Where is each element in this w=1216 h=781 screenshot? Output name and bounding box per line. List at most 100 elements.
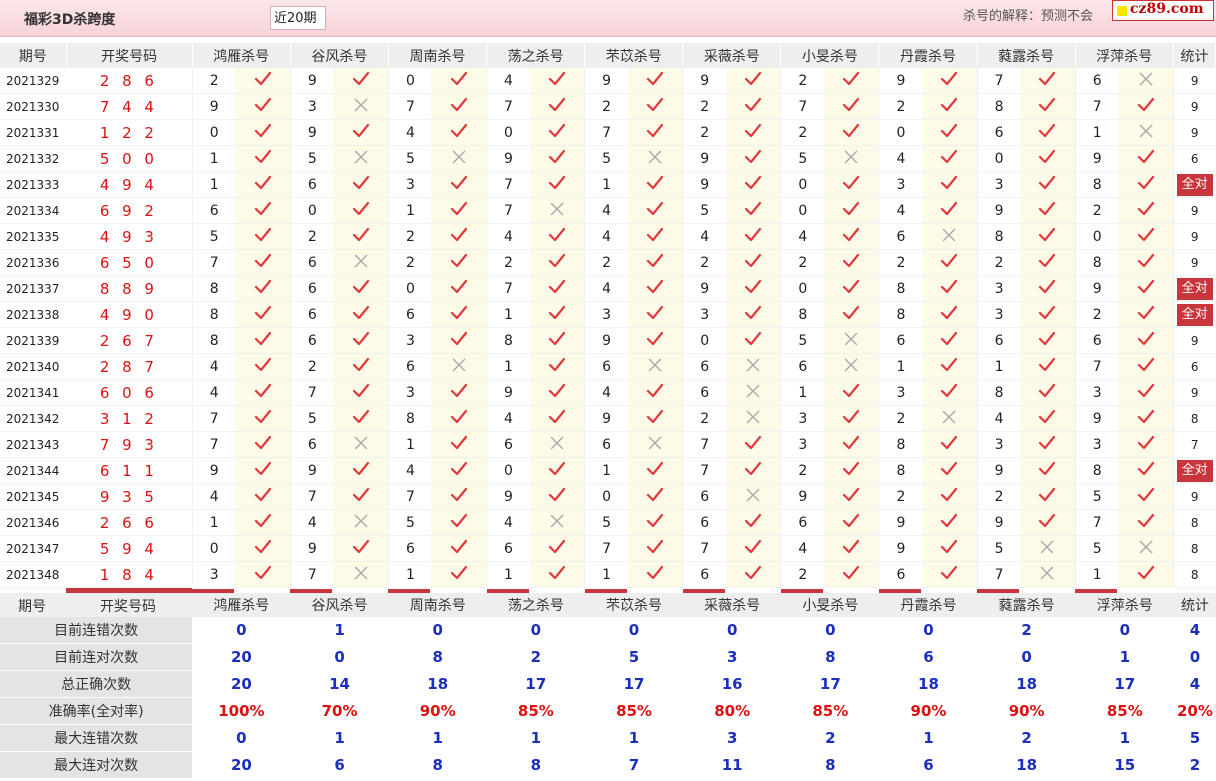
check-icon — [333, 379, 389, 406]
col-header-stat: 统计 — [1173, 43, 1216, 68]
summary-header-expert: 蕤露杀号 — [977, 593, 1076, 617]
kill-number-cell: 6 — [486, 535, 530, 562]
check-icon — [725, 119, 781, 146]
kill-number-cell: 9 — [191, 457, 236, 484]
kill-number-cell: 1 — [191, 145, 236, 172]
check-icon — [1020, 223, 1076, 250]
cross-icon — [529, 509, 585, 536]
kill-number-cell: 9 — [682, 171, 726, 198]
check-icon — [529, 561, 585, 588]
kill-number-cell: 7 — [584, 119, 628, 146]
check-icon — [431, 535, 487, 562]
check-icon — [725, 171, 781, 198]
cross-icon — [431, 353, 487, 380]
kill-number-cell: 7 — [584, 535, 628, 562]
kill-number-cell: 9 — [976, 509, 1021, 536]
kill-number-cell: 7 — [387, 93, 432, 120]
summary-value: 18 — [388, 670, 487, 698]
summary-value: 90% — [879, 697, 978, 725]
summary-value: 18 — [879, 670, 978, 698]
summary-value: 0 — [290, 643, 389, 671]
check-icon — [1020, 197, 1076, 224]
cross-icon — [431, 145, 487, 172]
kill-number-cell: 9 — [682, 145, 726, 172]
check-icon — [1020, 119, 1076, 146]
kill-number-cell: 7 — [1074, 93, 1119, 120]
period-select[interactable]: 近20期 — [270, 6, 326, 30]
kill-number-cell: 3 — [1074, 431, 1119, 458]
check-icon — [922, 353, 978, 380]
kill-number-cell: 4 — [878, 145, 923, 172]
summary-value: 0 — [1173, 643, 1216, 671]
kill-number-cell: 2 — [1074, 301, 1119, 328]
summary-value: 0 — [683, 617, 782, 644]
kill-number-cell: 3 — [780, 431, 824, 458]
check-icon — [823, 405, 879, 432]
summary-value: 8 — [781, 643, 880, 671]
check-icon — [725, 223, 781, 250]
kill-number-cell: 9 — [976, 197, 1021, 224]
kill-number-cell: 5 — [780, 327, 824, 354]
check-icon — [1118, 223, 1174, 250]
check-icon — [823, 223, 879, 250]
summary-value: 18 — [977, 670, 1076, 698]
cross-icon — [627, 353, 683, 380]
check-icon — [725, 535, 781, 562]
summary-value: 6 — [290, 751, 389, 779]
kill-number-cell: 3 — [878, 379, 923, 406]
kill-number-cell: 3 — [191, 561, 236, 588]
check-icon — [922, 68, 978, 94]
kill-number-cell: 1 — [780, 379, 824, 406]
col-header-expert: 周南杀号 — [388, 43, 488, 68]
kill-number-cell: 2 — [878, 93, 923, 120]
summary-header-expert: 谷风杀号 — [290, 593, 389, 617]
check-icon — [627, 119, 683, 146]
stat-cell: 8 — [1172, 561, 1216, 588]
logo-text: cz89.com — [1130, 1, 1204, 17]
check-icon — [529, 327, 585, 354]
check-icon — [529, 379, 585, 406]
kill-number-cell: 1 — [584, 457, 628, 484]
check-icon — [431, 509, 487, 536]
kill-number-cell: 1 — [1074, 119, 1119, 146]
kill-number-cell: 8 — [878, 457, 923, 484]
check-icon — [235, 327, 291, 354]
kill-number-cell: 1 — [486, 353, 530, 380]
check-icon — [235, 457, 291, 484]
issue-cell: 2021335 — [0, 223, 67, 250]
check-icon — [725, 68, 781, 94]
draw-number-cell: 1 8 4 — [66, 561, 193, 588]
summary-value: 0 — [879, 617, 978, 644]
kill-number-cell: 1 — [387, 197, 432, 224]
kill-number-cell: 6 — [289, 301, 334, 328]
check-icon — [235, 171, 291, 198]
check-icon — [1020, 405, 1076, 432]
kill-number-cell: 9 — [682, 68, 726, 94]
summary-value: 90% — [977, 697, 1076, 725]
kill-number-cell: 2 — [780, 119, 824, 146]
check-icon — [627, 327, 683, 354]
kill-number-cell: 8 — [976, 223, 1021, 250]
kill-number-cell: 2 — [976, 483, 1021, 510]
site-logo[interactable]: cz89.com — [1112, 0, 1214, 21]
kill-number-cell: 4 — [584, 197, 628, 224]
check-icon — [922, 457, 978, 484]
kill-number-cell: 0 — [387, 68, 432, 94]
check-icon — [725, 561, 781, 588]
summary-header-issue: 期号 — [18, 599, 46, 615]
kill-number-cell: 6 — [289, 431, 334, 458]
check-icon — [627, 68, 683, 94]
kill-number-cell: 4 — [780, 223, 824, 250]
check-icon — [235, 431, 291, 458]
draw-number-cell: 5 0 0 — [66, 145, 193, 172]
check-icon — [922, 327, 978, 354]
draw-number-cell: 2 8 7 — [66, 353, 193, 380]
kill-number-cell: 4 — [191, 379, 236, 406]
check-icon — [431, 275, 487, 302]
check-icon — [725, 93, 781, 120]
issue-cell: 2021331 — [0, 119, 67, 146]
kill-number-cell: 7 — [191, 405, 236, 432]
check-icon — [725, 431, 781, 458]
kill-number-cell: 7 — [976, 68, 1021, 94]
